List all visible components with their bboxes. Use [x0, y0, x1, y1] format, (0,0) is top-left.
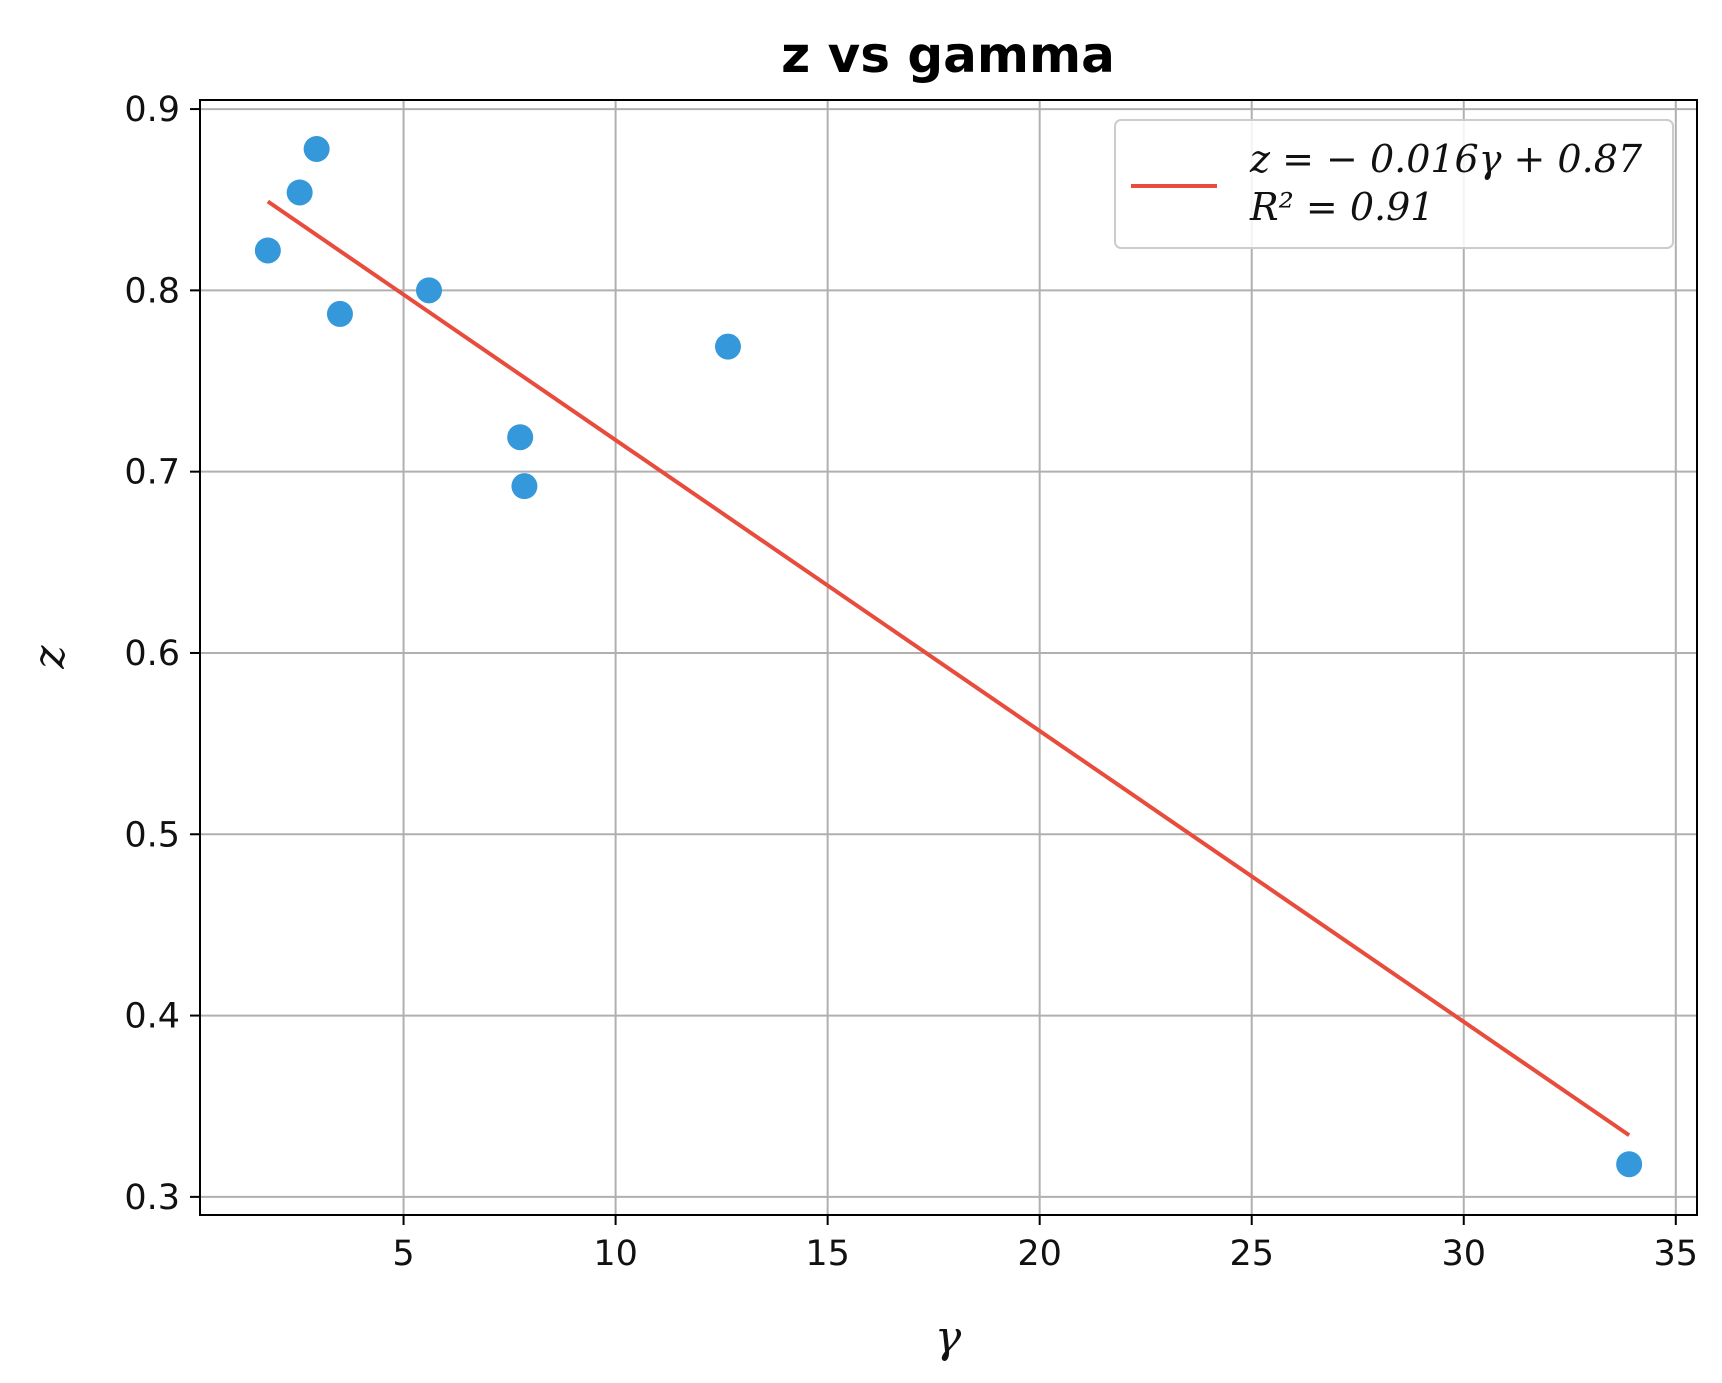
x-tick-label: 20: [1017, 1234, 1062, 1274]
y-tick-label: 0.8: [124, 271, 180, 311]
points-layer: [254, 135, 1643, 1178]
y-tick-label: 0.3: [124, 1178, 180, 1218]
y-tick-label: 0.6: [124, 634, 180, 674]
legend-box: [1114, 119, 1674, 249]
data-point: [416, 277, 443, 304]
x-tick-label: 30: [1441, 1234, 1486, 1274]
axis-ticks: 5 10 15 20 25 30 35 0.3 0.4 0.5 0.6 0.7 0.8 0.9: [124, 90, 1698, 1274]
x-axis-label: γ: [935, 1312, 962, 1363]
chart-title: z vs gamma: [781, 26, 1115, 84]
data-point: [326, 300, 353, 327]
data-point: [303, 135, 330, 162]
y-tick-label: 0.9: [124, 90, 180, 130]
data-point: [714, 333, 741, 360]
x-tick-label: 35: [1654, 1234, 1699, 1274]
y-tick-label: 0.5: [124, 815, 180, 855]
data-point: [507, 424, 534, 451]
plot-frame: [199, 99, 1698, 1216]
x-tick-label: 15: [805, 1234, 850, 1274]
legend-equation: z = − 0.016γ + 0.87: [1249, 137, 1643, 181]
fit-line: [266, 199, 1631, 1137]
data-point: [1616, 1151, 1643, 1178]
data-point: [511, 473, 538, 500]
y-tick-label: 0.4: [124, 997, 180, 1037]
x-tick-label: 10: [593, 1234, 638, 1274]
y-tick-label: 0.7: [124, 453, 180, 493]
legend-r-squared: R² = 0.91: [1249, 185, 1434, 229]
grid: [200, 100, 1697, 1215]
data-point: [286, 179, 313, 206]
x-tick-label: 5: [392, 1234, 414, 1274]
y-axis-label: z: [24, 645, 75, 670]
legend: z = − 0.016γ + 0.87 R² = 0.91: [1114, 119, 1674, 249]
fit-line-layer: [266, 199, 1631, 1137]
x-tick-label: 25: [1229, 1234, 1274, 1274]
data-point: [254, 237, 281, 264]
